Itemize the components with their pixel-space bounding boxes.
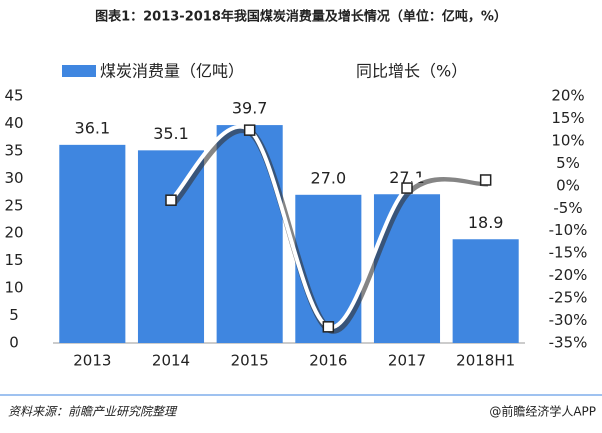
bar [216,125,283,343]
legend-label: 煤炭消费量（亿吨） [100,62,244,81]
y2-tick-label: -15% [549,244,588,262]
source: 资料来源：前瞻产业研究院整理 [8,405,178,419]
x-tick-label: 2018H1 [456,352,515,370]
value-label: 35.1 [153,124,189,143]
value-label: 39.7 [232,99,268,118]
y2-tick-label: -35% [549,334,588,352]
value-label: 36.1 [75,118,111,137]
bar [373,194,441,343]
y2-tick-label: -20% [549,266,588,284]
brand: @前瞻经济学人APP [489,404,596,419]
legend-label: 同比增长（%） [356,62,467,81]
y2-tick-label: 0% [556,176,580,194]
line-marker [322,321,335,333]
x-tick-label: 2013 [73,352,111,370]
y2-tick-label: -5% [553,199,582,217]
y2-tick-label: -30% [549,311,588,329]
x-tick-label: 2014 [152,352,190,370]
y2-tick-label: 5% [556,154,580,172]
bar [452,239,519,343]
line-marker [165,194,177,206]
y-tick-label: 15 [4,251,23,269]
y-tick-label: 5 [9,306,19,324]
bar [59,144,126,343]
y-tick-label: 10 [4,279,23,297]
legend-swatch [62,65,96,77]
x-tick-label: 2016 [309,352,347,370]
y-tick-label: 30 [4,169,23,187]
x-tick-label: 2015 [231,352,269,370]
y2-tick-label: -25% [549,289,588,307]
value-label: 18.9 [468,213,504,232]
line-marker [401,182,413,194]
y-tick-label: 0 [9,334,19,352]
y2-tick-label: 15% [551,109,584,127]
y-tick-label: 40 [4,114,23,132]
line-marker [479,174,492,186]
line-marker [243,124,256,136]
chart-title: 图表1：2013-2018年我国煤炭消费量及增长情况（单位：亿吨，%） [95,9,507,25]
x-tick-label: 2017 [388,352,426,370]
y-tick-label: 20 [4,224,23,242]
y-tick-label: 35 [4,141,23,159]
y-tick-label: 25 [4,196,23,214]
y-tick-label: 45 [4,87,23,105]
bar [137,150,205,343]
value-label: 27.0 [311,168,347,187]
y2-tick-label: 10% [551,131,584,149]
bar [295,194,362,343]
y2-tick-label: 20% [551,87,584,105]
y2-tick-label: -10% [549,221,588,239]
